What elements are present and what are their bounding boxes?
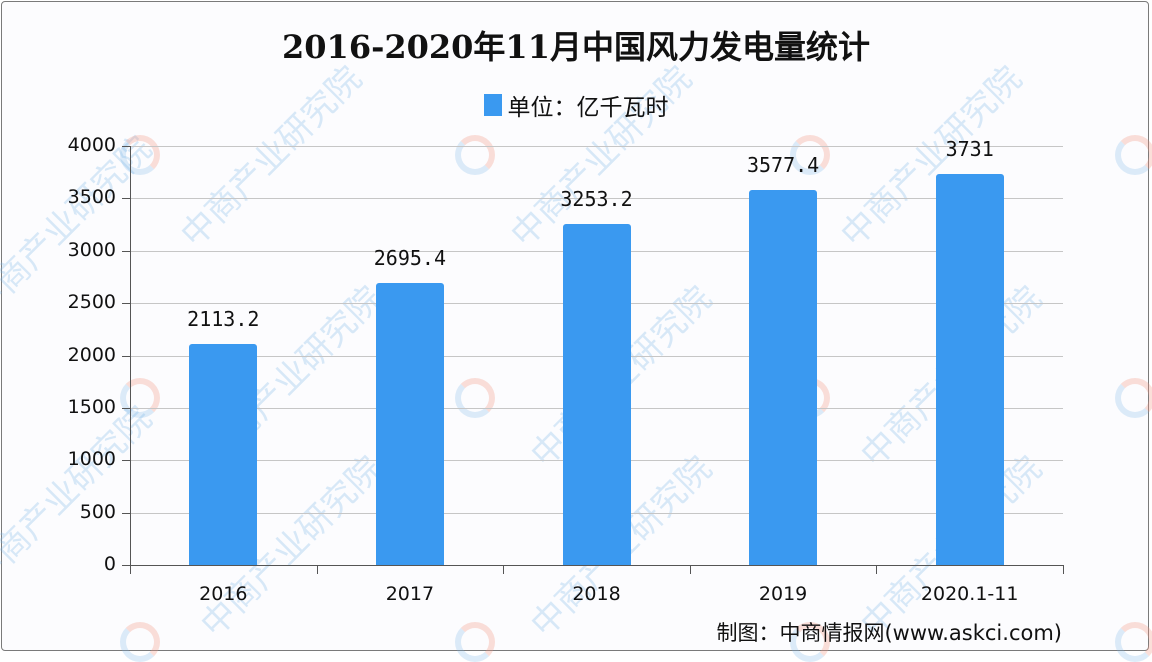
data-label: 2113.2: [187, 306, 260, 331]
y-tick-label: 2000: [67, 343, 116, 366]
y-tick-label: 1500: [67, 395, 116, 418]
bar-2016: [189, 343, 258, 565]
y-tick-mark: [122, 303, 130, 305]
legend-label: 单位：亿千瓦时: [507, 95, 669, 121]
y-tick-label: 3000: [67, 238, 116, 261]
y-tick-label: 3500: [67, 186, 116, 209]
x-tick-label: 2019: [758, 583, 808, 605]
bar-2020.1-11: [935, 174, 1004, 565]
x-tick-label: 2017: [385, 583, 435, 605]
chart-legend: 单位：亿千瓦时: [0, 88, 1152, 122]
chart-title: 2016-2020年11月中国风力发电量统计: [282, 28, 870, 66]
y-tick-label: 0: [103, 553, 116, 575]
data-label: 2695.4: [373, 245, 447, 270]
y-tick-mark: [122, 407, 130, 409]
y-tick-label: 4000: [67, 134, 116, 156]
legend-swatch: [483, 94, 502, 116]
bar-2018: [562, 224, 631, 565]
y-tick-label: 1000: [67, 448, 116, 471]
y-tick-mark: [122, 460, 130, 462]
x-tick-mark: [876, 565, 878, 574]
y-tick-label: 2500: [67, 291, 116, 314]
y-tick-label: 500: [79, 500, 116, 523]
data-label: 3577.4: [746, 153, 820, 178]
x-tick-mark: [1063, 565, 1064, 574]
y-tick-mark: [122, 250, 130, 252]
x-tick-mark: [503, 565, 505, 574]
y-tick-mark: [122, 355, 130, 357]
gridline: [130, 198, 1063, 200]
y-tick-mark: [122, 198, 130, 200]
y-axis: [130, 146, 131, 574]
gridline: [130, 146, 1063, 147]
x-tick-label: 2020.1-11: [920, 583, 1019, 605]
x-tick-mark: [130, 565, 131, 574]
y-tick-mark: [122, 512, 130, 514]
bar-2019: [749, 190, 818, 565]
x-axis: [122, 565, 1064, 566]
x-tick-label: 2016: [199, 583, 248, 605]
data-label: 3731: [945, 137, 994, 162]
y-tick-mark: [122, 146, 130, 147]
y-tick-mark: [122, 565, 130, 566]
x-tick-label: 2018: [572, 583, 621, 605]
source-credit: 制图：中商情报网(www.askci.com): [716, 621, 1062, 645]
x-tick-mark: [316, 565, 318, 574]
data-label: 3253.2: [560, 187, 633, 212]
x-tick-mark: [689, 565, 691, 574]
bar-2017: [375, 282, 444, 565]
